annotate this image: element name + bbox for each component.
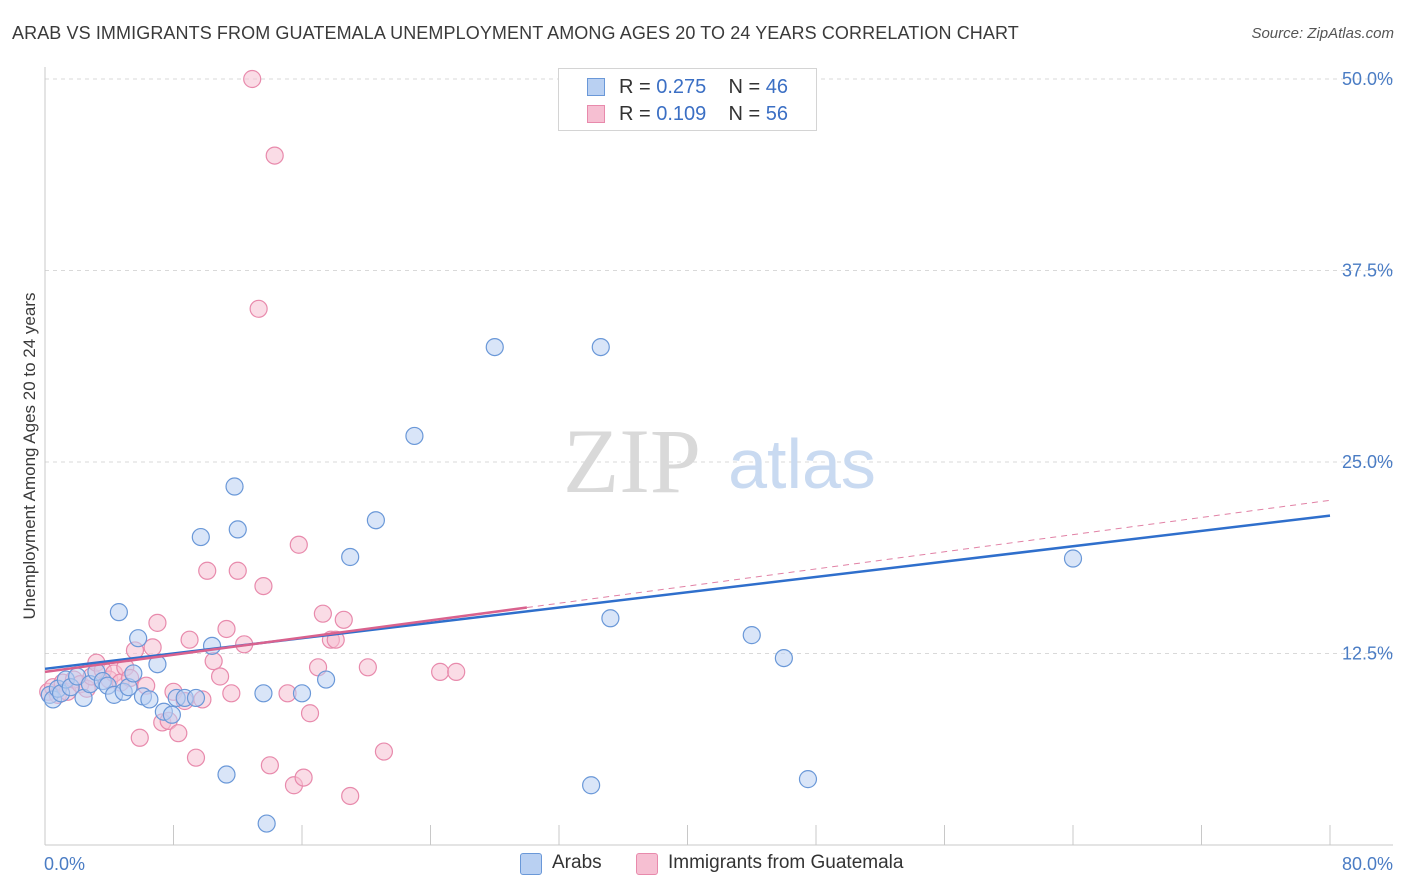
legend-guat-r-value: 0.109 bbox=[656, 103, 707, 125]
arabs-point bbox=[186, 688, 206, 708]
guatemala-point bbox=[180, 630, 199, 649]
guatemala-points bbox=[39, 69, 466, 806]
bottom-legend-arabs-label: Arabs bbox=[552, 852, 602, 873]
y-tick-label: 37.5% bbox=[1342, 261, 1393, 281]
watermark-atlas: atlas bbox=[728, 425, 876, 503]
bottom-swatch-guatemala bbox=[636, 853, 658, 875]
guatemala-point bbox=[228, 561, 247, 580]
guatemala-point bbox=[204, 652, 223, 671]
guatemala-point bbox=[169, 724, 188, 743]
arabs-point bbox=[742, 626, 761, 645]
arabs-point bbox=[341, 547, 360, 567]
guatemala-point bbox=[313, 604, 332, 623]
guatemala-point bbox=[222, 684, 241, 703]
legend-arabs-n-label: N = bbox=[728, 76, 761, 98]
arabs-point bbox=[254, 684, 273, 703]
guatemala-point bbox=[447, 662, 466, 681]
axes bbox=[44, 67, 1393, 846]
x-tick-label-min: 0.0% bbox=[44, 854, 85, 874]
guatemala-point bbox=[217, 619, 236, 639]
arabs-point bbox=[798, 770, 818, 789]
y-tick-label: 25.0% bbox=[1342, 452, 1393, 472]
guatemala-point bbox=[254, 576, 273, 596]
guatemala-point bbox=[198, 561, 217, 580]
bottom-legend-guat-label: Immigrants from Guatemala bbox=[668, 852, 904, 873]
arabs-point bbox=[405, 426, 424, 446]
guatemala-point bbox=[341, 786, 360, 806]
x-tick-label-max: 80.0% bbox=[1342, 854, 1393, 874]
arabs-point bbox=[292, 684, 312, 703]
guatemala-point bbox=[289, 535, 308, 554]
arabs-point bbox=[485, 338, 504, 357]
arabs-point bbox=[366, 511, 385, 530]
legend-arabs-n-value: 46 bbox=[765, 76, 789, 98]
legend-swatch-arabs bbox=[587, 78, 605, 96]
legend-swatch-guatemala bbox=[587, 105, 605, 123]
arabs-points bbox=[40, 338, 1083, 833]
legend-arabs-r-label: R = bbox=[619, 76, 651, 98]
arabs-point bbox=[591, 338, 610, 357]
y-tick-label: 12.5% bbox=[1342, 644, 1393, 664]
arabs-point bbox=[225, 477, 244, 496]
guatemala-point bbox=[374, 742, 394, 761]
arabs-point bbox=[774, 648, 793, 668]
arabs-point bbox=[129, 629, 148, 648]
guatemala-point bbox=[186, 748, 206, 767]
guatemala-point bbox=[260, 756, 279, 775]
legend-guat-n-label: N = bbox=[728, 103, 761, 125]
guatemala-point bbox=[249, 299, 268, 318]
arabs-point bbox=[217, 765, 236, 784]
arabs-point bbox=[228, 520, 247, 539]
arabs-point bbox=[124, 664, 143, 683]
arabs-point bbox=[316, 670, 336, 689]
correlation-legend: R = 0.275 N = 46 R = 0.109 N = 56 bbox=[558, 68, 817, 131]
legend-arabs-r-value: 0.275 bbox=[656, 76, 707, 98]
guatemala-point bbox=[431, 662, 450, 681]
guatemala-point bbox=[358, 658, 377, 677]
arabs-point bbox=[202, 636, 222, 655]
y-axis-label: Unemployment Among Ages 20 to 24 years bbox=[20, 293, 39, 620]
guatemala-trend-line bbox=[44, 606, 528, 674]
arabs-point bbox=[109, 603, 128, 622]
source-credit: Source: ZipAtlas.com bbox=[1251, 25, 1394, 42]
guatemala-point bbox=[210, 667, 230, 686]
chart-title: ARAB VS IMMIGRANTS FROM GUATEMALA UNEMPL… bbox=[12, 23, 1019, 43]
arabs-point bbox=[582, 776, 601, 795]
guatemala-point bbox=[334, 610, 353, 629]
y-tick-label: 50.0% bbox=[1342, 69, 1393, 89]
arabs-point bbox=[257, 814, 276, 833]
guatemala-point bbox=[265, 146, 284, 165]
legend-guat-n-value: 56 bbox=[765, 103, 789, 125]
tick-labels: 12.5% 25.0% 37.5% 50.0% 0.0% 80.0% bbox=[44, 69, 1393, 874]
guatemala-trend-extension bbox=[526, 499, 1331, 609]
gridlines bbox=[45, 78, 1393, 654]
guatemala-point bbox=[243, 69, 262, 89]
watermark-zip: ZIP bbox=[563, 410, 701, 512]
arabs-point bbox=[140, 690, 159, 709]
trend-lines bbox=[44, 499, 1331, 674]
legend-guat-r-label: R = bbox=[619, 103, 651, 125]
guatemala-point bbox=[143, 638, 162, 657]
arabs-point bbox=[1063, 549, 1083, 568]
guatemala-point bbox=[294, 768, 313, 787]
guatemala-point bbox=[148, 613, 167, 632]
guatemala-point bbox=[300, 704, 320, 723]
arabs-point bbox=[191, 527, 210, 547]
arabs-point bbox=[601, 609, 620, 628]
guatemala-point bbox=[130, 728, 149, 747]
arabs-point bbox=[162, 705, 181, 724]
bottom-swatch-arabs bbox=[520, 853, 542, 875]
